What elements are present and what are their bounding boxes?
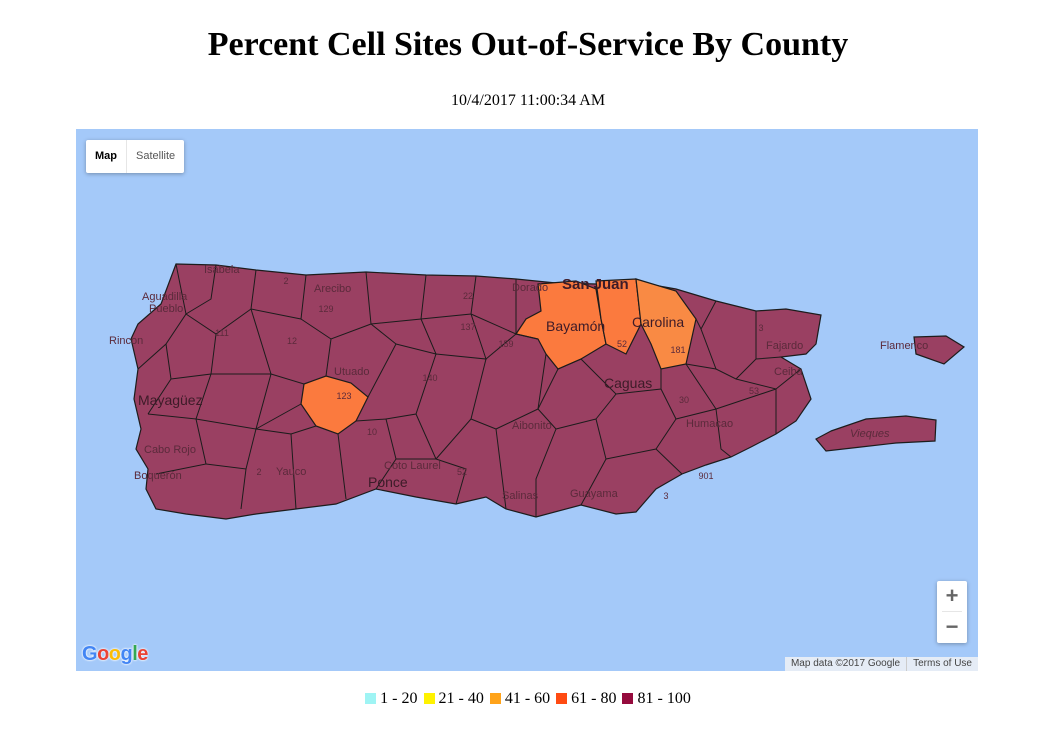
label-caguas: Caguas bbox=[604, 375, 652, 391]
county-region-culebra[interactable] bbox=[913, 335, 966, 365]
route-shield: 3 bbox=[758, 323, 763, 333]
legend-item: 21 - 40 bbox=[423, 690, 484, 708]
route-shield: 12 bbox=[287, 336, 297, 346]
legend-swatch bbox=[556, 693, 568, 704]
legend-label: 21 - 40 bbox=[438, 690, 484, 707]
route-shield: 140 bbox=[422, 373, 437, 383]
county-region-vieques[interactable] bbox=[815, 415, 937, 452]
legend-label: 41 - 60 bbox=[504, 690, 551, 707]
legend: 1 - 20 21 - 40 41 - 60 61 - 80 81 - 100 bbox=[0, 690, 1056, 708]
label-san-juan: San Juan bbox=[562, 276, 629, 293]
zoom-out-button[interactable]: − bbox=[945, 614, 959, 639]
legend-swatch bbox=[365, 693, 377, 704]
route-shield: 159 bbox=[498, 339, 513, 349]
label-pueblo: Pueblo bbox=[149, 303, 183, 315]
route-shield: 52 bbox=[617, 339, 627, 349]
map-type-control: Map Satellite bbox=[86, 140, 185, 173]
map-container[interactable]: Isabela Arecibo Aguadilla Pueblo Rincon … bbox=[76, 129, 978, 671]
label-guayama: Guayama bbox=[570, 488, 619, 500]
map-type-map-button[interactable]: Map bbox=[86, 140, 127, 173]
label-bayamon: Bayamón bbox=[546, 318, 605, 334]
route-shield: 137 bbox=[460, 322, 475, 332]
label-coto-laurel: Coto Laurel bbox=[384, 460, 441, 472]
label-yauco: Yauco bbox=[276, 466, 306, 478]
zoom-in-button[interactable]: + bbox=[945, 583, 959, 608]
route-shield: 22 bbox=[463, 291, 473, 301]
label-isabela: Isabela bbox=[204, 264, 240, 276]
page-title: Percent Cell Sites Out-of-Service By Cou… bbox=[207, 26, 849, 63]
legend-item: 1 - 20 bbox=[365, 690, 418, 708]
label-carolina: Carolina bbox=[632, 314, 684, 330]
route-shield: 10 bbox=[367, 427, 377, 437]
label-salinas: Salinas bbox=[502, 490, 539, 502]
label-arecibo: Arecibo bbox=[314, 283, 351, 295]
logo-letter: o bbox=[97, 643, 109, 665]
legend-label: 81 - 100 bbox=[637, 690, 691, 707]
route-shield: 111 bbox=[215, 328, 229, 338]
label-ceiba: Ceiba bbox=[774, 366, 804, 378]
label-aibonito: Aibonito bbox=[512, 420, 552, 432]
terms-of-use-link[interactable]: Terms of Use bbox=[906, 657, 978, 671]
google-logo[interactable]: Google bbox=[82, 643, 148, 666]
legend-item: 41 - 60 bbox=[489, 690, 551, 708]
route-shield: 123 bbox=[336, 391, 351, 401]
logo-letter: G bbox=[82, 643, 98, 665]
zoom-separator bbox=[942, 611, 962, 612]
label-flamenco: Flamenco bbox=[880, 340, 928, 352]
label-vieques: Vieques bbox=[850, 428, 890, 440]
label-humacao: Humacao bbox=[686, 418, 733, 430]
label-mayaguez: Mayagüez bbox=[138, 392, 203, 408]
label-ponce: Ponce bbox=[368, 474, 408, 490]
label-utuado: Utuado bbox=[334, 366, 369, 378]
legend-swatch bbox=[423, 693, 435, 704]
map-data-credit: Map data ©2017 Google bbox=[790, 658, 901, 669]
map-attribution: Map data ©2017 Google Terms of Use bbox=[784, 657, 978, 671]
zoom-control: + − bbox=[937, 581, 967, 643]
route-shield: 901 bbox=[698, 471, 713, 481]
route-shield: 30 bbox=[679, 395, 689, 405]
label-fajardo: Fajardo bbox=[766, 340, 803, 352]
map-type-satellite-button[interactable]: Satellite bbox=[136, 150, 176, 162]
legend-item: 81 - 100 bbox=[622, 690, 691, 708]
label-rincon: Rincon bbox=[109, 335, 143, 347]
legend-swatch bbox=[622, 693, 634, 704]
label-boqueron: Boquerón bbox=[134, 470, 182, 482]
route-shield: 52 bbox=[457, 467, 467, 477]
legend-swatch bbox=[489, 693, 501, 704]
route-shield: 181 bbox=[670, 345, 685, 355]
label-aguadilla: Aguadilla bbox=[142, 291, 188, 303]
route-shield: 2 bbox=[256, 467, 261, 477]
route-shield: 53 bbox=[749, 386, 759, 396]
logo-letter: g bbox=[120, 643, 133, 665]
label-dorado: Dorado bbox=[512, 282, 548, 294]
legend-item: 61 - 80 bbox=[556, 690, 616, 708]
label-cabo-rojo: Cabo Rojo bbox=[144, 444, 196, 456]
legend-label: 1 - 20 bbox=[380, 690, 418, 707]
route-shield: 129 bbox=[318, 304, 333, 314]
county-region-carolina[interactable] bbox=[635, 278, 697, 370]
timestamp: 10/4/2017 11:00:34 AM bbox=[450, 92, 606, 109]
logo-letter: o bbox=[108, 643, 121, 665]
logo-letter: l bbox=[132, 643, 138, 665]
route-shield: 3 bbox=[663, 491, 668, 501]
legend-label: 61 - 80 bbox=[571, 690, 617, 707]
map-canvas[interactable]: Isabela Arecibo Aguadilla Pueblo Rincon … bbox=[76, 129, 978, 671]
county-region-mainland[interactable] bbox=[130, 263, 822, 520]
logo-letter: e bbox=[137, 643, 148, 665]
route-shield: 2 bbox=[283, 276, 288, 286]
